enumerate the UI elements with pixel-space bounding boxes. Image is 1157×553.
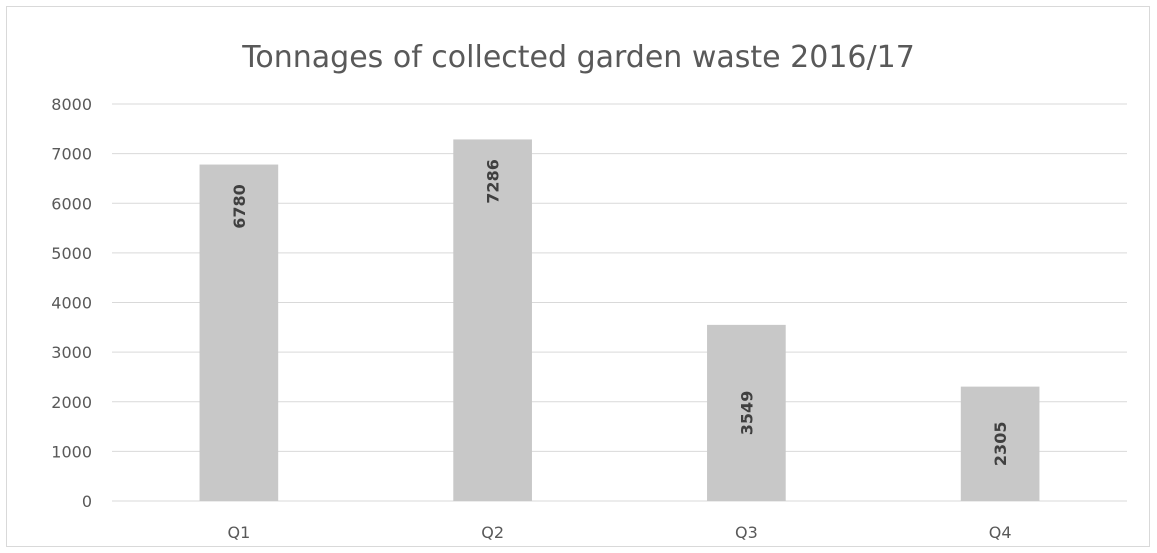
y-axis: 0 1000 2000 3000 4000 5000 6000 7000 8000 [51, 95, 92, 511]
data-label-q3: 3549 [737, 391, 756, 436]
y-tick-label: 3000 [51, 343, 92, 362]
x-tick-label: Q3 [735, 523, 758, 542]
chart-frame [6, 6, 1150, 547]
data-label-q4: 2305 [991, 422, 1010, 467]
y-tick-label: 7000 [51, 145, 92, 164]
data-label-q2: 7286 [484, 159, 503, 204]
gridlines [112, 103, 1127, 502]
y-tick-label: 6000 [51, 194, 92, 213]
y-tick-label: 4000 [51, 294, 92, 313]
y-tick-label: 1000 [51, 442, 92, 461]
y-tick-label: 5000 [51, 244, 92, 263]
y-tick-label: 8000 [51, 95, 92, 114]
x-tick-label: Q2 [481, 523, 504, 542]
y-tick-label: 0 [82, 492, 92, 511]
x-axis: Q1 Q2 Q3 Q4 [227, 523, 1011, 542]
bar-q4 [960, 386, 1040, 501]
bar-q3 [707, 324, 786, 501]
x-tick-label: Q1 [227, 523, 250, 542]
chart-title: Tonnages of collected garden waste 2016/… [242, 40, 915, 75]
bar-q2 [453, 139, 532, 501]
data-label-q1: 6780 [230, 184, 249, 229]
x-tick-label: Q4 [989, 523, 1012, 542]
bars: 6780 7286 3549 2305 [199, 139, 1040, 502]
y-tick-label: 2000 [51, 393, 92, 412]
bar-q1 [199, 164, 279, 502]
